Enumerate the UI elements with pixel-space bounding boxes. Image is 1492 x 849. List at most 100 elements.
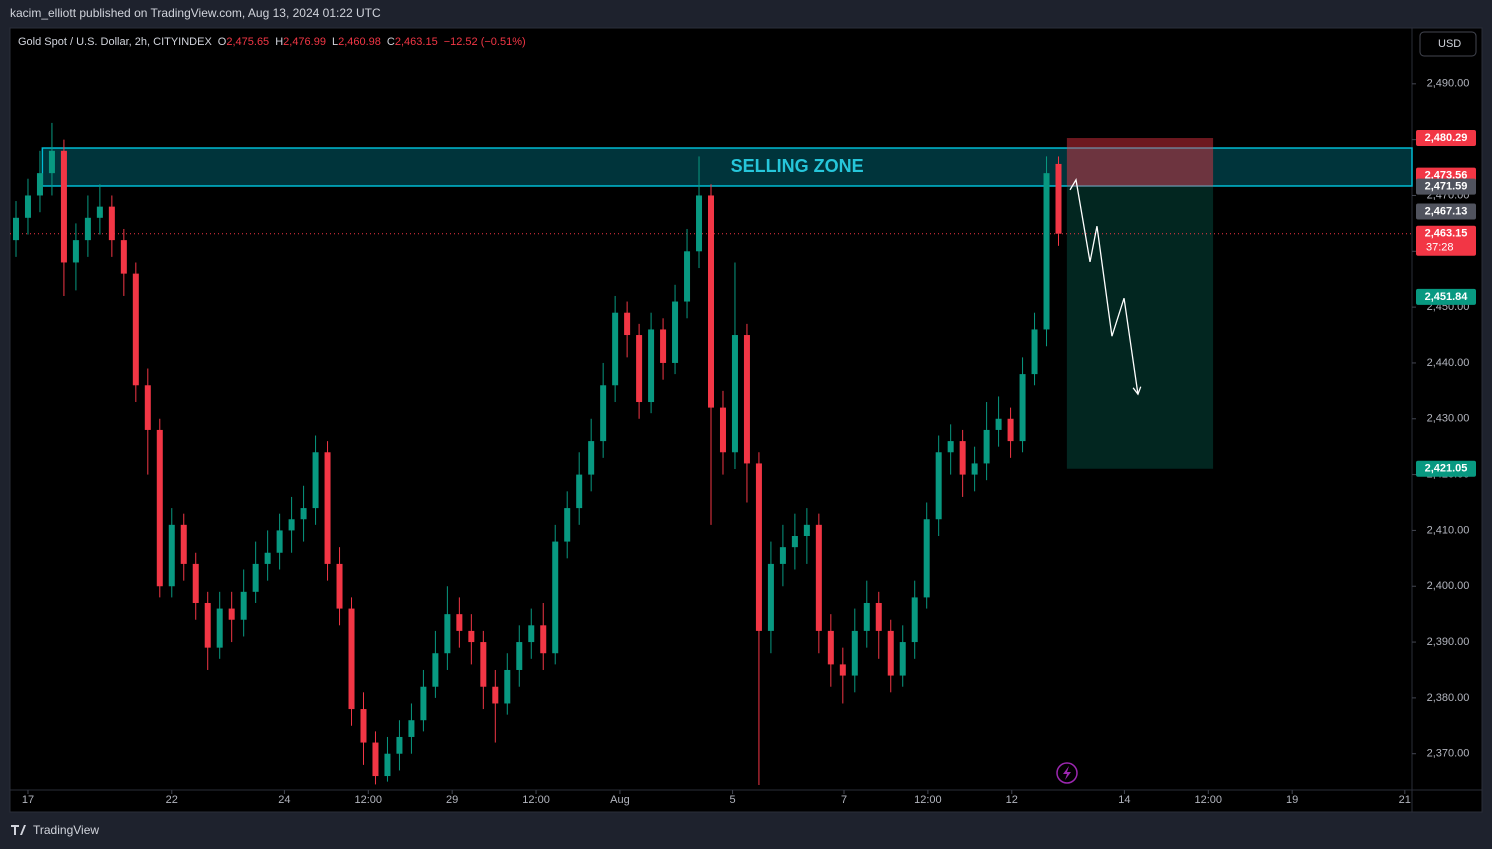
candle-body (911, 597, 918, 643)
candle-body (84, 217, 91, 241)
candle-body (1031, 329, 1038, 375)
candle-body (755, 463, 762, 631)
candle-body (660, 329, 667, 363)
candle-body (180, 524, 187, 564)
candle-body (336, 563, 343, 609)
candle-body (552, 541, 559, 654)
candle-body (36, 173, 43, 196)
y-tick-label: 2,370.00 (1427, 748, 1470, 760)
candle-body (672, 301, 679, 363)
y-tick-label: 2,400.00 (1427, 580, 1470, 592)
candle-body (684, 251, 691, 302)
candle-body (564, 508, 571, 542)
legend-symbol: Gold Spot / U.S. Dollar, 2h, CITYINDEX (18, 36, 212, 48)
legend-value: 2,463.15 (395, 36, 438, 48)
candle-body (444, 614, 451, 654)
candle-body (108, 206, 115, 241)
candle-body (468, 630, 475, 643)
candle-body (192, 563, 199, 603)
candle-body (1055, 163, 1062, 234)
price-label: 2,480.29 (1425, 132, 1468, 144)
candle-body (540, 625, 547, 654)
candle-body (827, 630, 834, 665)
icon-bolt[interactable] (1063, 766, 1071, 780)
candle-body (636, 335, 643, 403)
candle-body (396, 736, 403, 754)
price-label: 2,467.13 (1425, 205, 1468, 217)
candle-body (1043, 173, 1050, 330)
legend-key: C (387, 36, 395, 48)
candle-body (156, 429, 163, 587)
candle-body (875, 602, 882, 631)
price-label: 2,421.05 (1425, 463, 1468, 475)
x-tick-label: 12:00 (355, 794, 383, 806)
candle-body (743, 335, 750, 464)
candle-body (456, 614, 463, 631)
candle-body (696, 195, 703, 252)
candle-body (1019, 374, 1026, 442)
legend-change: −12.52 (−0.51%) (444, 36, 526, 48)
x-tick-label: 12:00 (1195, 794, 1223, 806)
x-tick-label: 14 (1118, 794, 1130, 806)
price-label-box (1416, 225, 1476, 256)
x-tick-label: 24 (278, 794, 290, 806)
price-label: 2,471.59 (1425, 181, 1468, 193)
currency-label[interactable]: USD (1438, 38, 1461, 50)
x-tick-label: 12 (1006, 794, 1018, 806)
x-tick-label: 17 (22, 794, 34, 806)
lightning-icon[interactable] (1056, 762, 1078, 784)
candle-body (324, 452, 331, 564)
x-tick-label: Aug (610, 794, 630, 806)
candle-body (959, 441, 966, 475)
candle-body (1007, 418, 1014, 442)
currency-button[interactable] (1419, 31, 1477, 57)
brand-logo: TradingView (11, 823, 99, 837)
candle-body (708, 195, 714, 408)
candle-body (132, 273, 139, 386)
price-label: 2,463.15 (1425, 228, 1468, 240)
price-label-box (1416, 130, 1476, 147)
zone-label: SELLING ZONE (731, 156, 864, 176)
stop-zone (1066, 138, 1214, 187)
countdown: 37:28 (1426, 242, 1454, 254)
legend-key: L (332, 36, 338, 48)
y-tick-label: 2,380.00 (1427, 692, 1470, 704)
candle-body (899, 642, 906, 676)
candle-body (648, 329, 655, 403)
candle-body (360, 709, 367, 743)
legend: Gold Spot / U.S. Dollar, 2h, CITYINDEX O2… (18, 36, 526, 48)
candle-body (983, 429, 990, 464)
arrow-head (1132, 386, 1142, 396)
candle-body (492, 686, 499, 704)
candle-body (312, 452, 319, 509)
price-label: 2,451.84 (1425, 291, 1469, 303)
price-label-box (1416, 288, 1476, 305)
candle-body (252, 563, 259, 592)
candle-body (144, 385, 151, 430)
candle-body (288, 519, 295, 531)
price-label-box (1416, 460, 1476, 477)
candle-body (300, 508, 307, 520)
candle-body (528, 625, 535, 643)
candle-body (839, 664, 846, 676)
legend-value: 2,460.98 (338, 36, 381, 48)
candle-body (731, 335, 738, 453)
candle-body (923, 519, 930, 598)
candle-body (276, 530, 283, 553)
candle-body (168, 524, 175, 587)
candle-body (240, 591, 247, 620)
candle-body (348, 608, 355, 710)
candle-body (384, 753, 391, 777)
y-tick-label: 2,390.00 (1427, 636, 1470, 648)
icon-circle[interactable] (1056, 762, 1078, 784)
candle-body (935, 452, 942, 520)
candle-body (60, 150, 67, 263)
candle-body (767, 563, 774, 631)
y-tick-label: 2,440.00 (1427, 357, 1470, 369)
candle-body (480, 642, 487, 687)
x-tick-label: 5 (730, 794, 736, 806)
forecast-arrow (1069, 177, 1139, 395)
candle-body (791, 536, 798, 548)
price-label: 2,473.56 (1425, 170, 1468, 182)
candle-body (887, 630, 894, 676)
